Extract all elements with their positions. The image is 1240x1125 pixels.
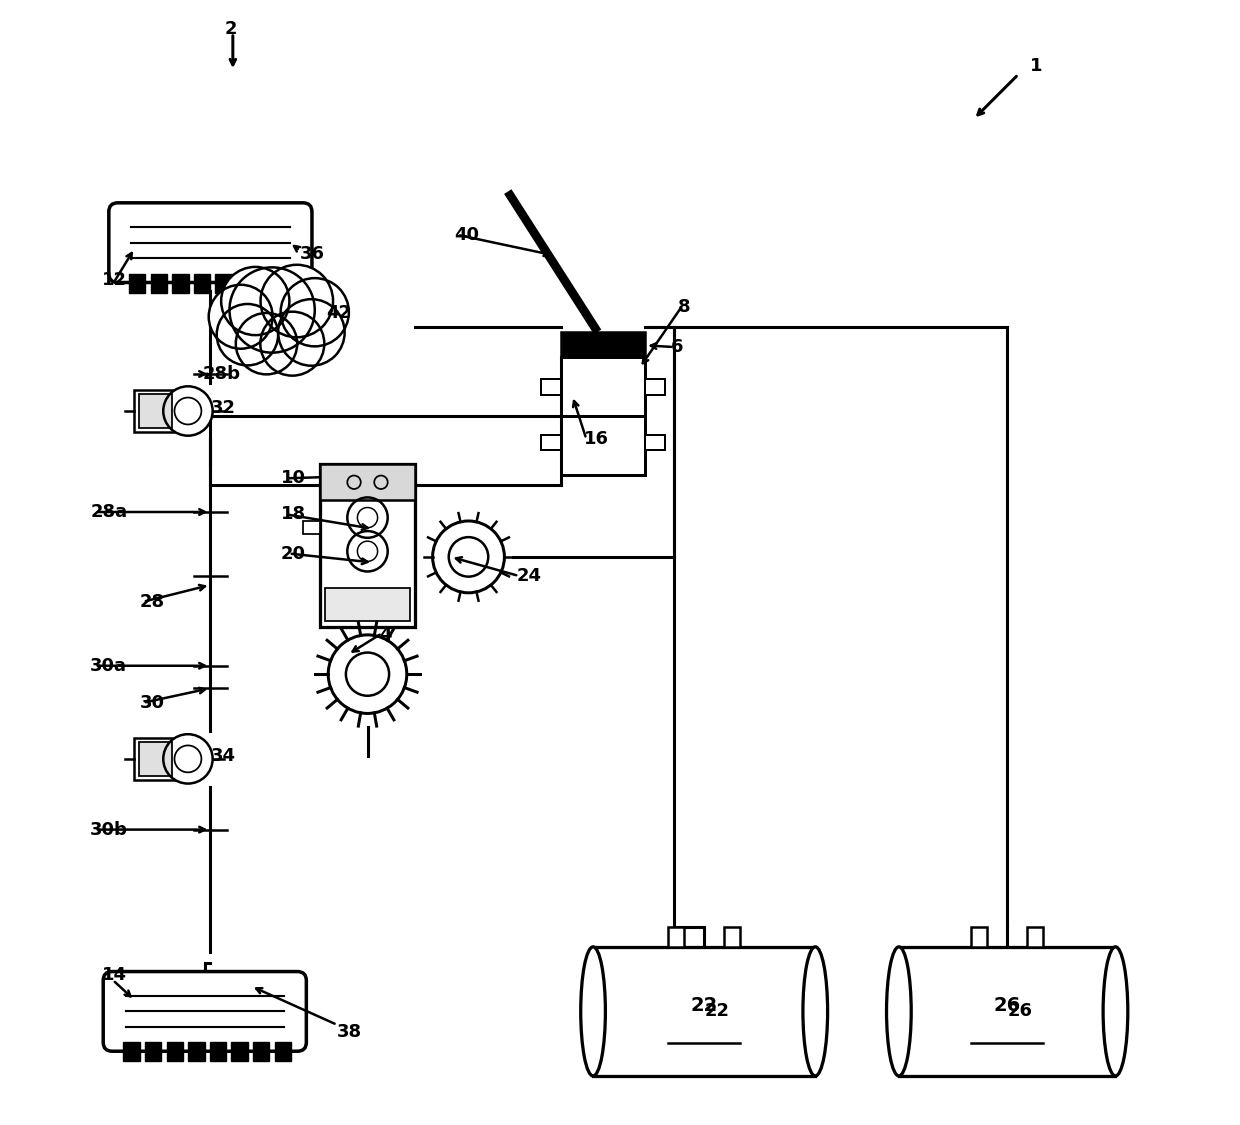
Text: 40: 40 — [454, 226, 479, 244]
Bar — [593, 947, 815, 1076]
Circle shape — [433, 521, 505, 593]
Ellipse shape — [804, 947, 827, 1076]
Text: 28: 28 — [140, 593, 165, 611]
Ellipse shape — [887, 947, 911, 1076]
Bar — [645, 379, 666, 395]
Text: 4: 4 — [378, 627, 392, 645]
Text: 22: 22 — [704, 1002, 729, 1020]
Bar — [645, 434, 666, 450]
Bar — [274, 1042, 291, 1061]
Bar — [139, 394, 172, 428]
Bar — [724, 927, 740, 947]
Text: 20: 20 — [281, 544, 306, 562]
Ellipse shape — [1104, 947, 1128, 1076]
Bar — [237, 273, 253, 292]
Circle shape — [221, 267, 289, 335]
Text: 36: 36 — [300, 245, 325, 263]
Text: 26: 26 — [993, 997, 1021, 1015]
Circle shape — [164, 386, 212, 435]
Bar — [560, 416, 645, 475]
Text: 24: 24 — [517, 567, 542, 585]
Bar — [320, 465, 415, 627]
Bar — [971, 927, 987, 947]
Circle shape — [280, 278, 348, 346]
Bar — [232, 1042, 248, 1061]
Bar — [129, 273, 145, 292]
Text: 1: 1 — [1029, 57, 1042, 75]
Text: 14: 14 — [102, 966, 126, 984]
Circle shape — [164, 735, 212, 784]
Bar — [150, 273, 167, 292]
Bar — [172, 273, 188, 292]
Text: 22: 22 — [691, 997, 718, 1015]
Bar — [541, 379, 560, 395]
Text: 18: 18 — [281, 505, 306, 523]
Bar — [216, 273, 232, 292]
Circle shape — [329, 634, 407, 713]
Bar — [124, 1042, 140, 1061]
Ellipse shape — [580, 947, 605, 1076]
Bar — [541, 434, 560, 450]
FancyBboxPatch shape — [109, 202, 312, 282]
Bar — [134, 738, 177, 781]
Text: 28b: 28b — [202, 364, 241, 382]
Circle shape — [229, 268, 315, 352]
Text: 2: 2 — [224, 20, 238, 38]
Bar — [320, 465, 415, 501]
Bar — [253, 1042, 269, 1061]
Text: 10: 10 — [281, 469, 306, 487]
Text: 28a: 28a — [91, 503, 128, 521]
Bar — [134, 389, 177, 432]
FancyBboxPatch shape — [103, 972, 306, 1051]
Bar — [166, 1042, 184, 1061]
Circle shape — [278, 299, 345, 366]
Bar — [1028, 927, 1043, 947]
Text: 8: 8 — [678, 298, 691, 316]
Bar — [560, 332, 645, 357]
Circle shape — [208, 285, 273, 349]
Bar — [899, 947, 1116, 1076]
Text: 30b: 30b — [91, 820, 128, 838]
Bar — [325, 587, 409, 621]
Bar — [280, 273, 296, 292]
Text: 42: 42 — [326, 305, 351, 323]
Bar — [188, 1042, 205, 1061]
Text: 6: 6 — [671, 338, 683, 356]
Text: 34: 34 — [211, 747, 236, 765]
Text: 30: 30 — [140, 694, 165, 712]
Bar — [560, 357, 645, 416]
Bar — [259, 273, 275, 292]
Bar — [210, 1042, 226, 1061]
Text: 32: 32 — [211, 398, 236, 416]
Text: 12: 12 — [102, 271, 126, 289]
Circle shape — [236, 313, 298, 375]
Text: 16: 16 — [584, 430, 609, 448]
Bar — [145, 1042, 161, 1061]
Bar — [193, 273, 211, 292]
Circle shape — [217, 304, 278, 366]
Bar — [303, 521, 320, 534]
Circle shape — [260, 264, 334, 338]
Circle shape — [260, 312, 325, 376]
Text: 26: 26 — [1007, 1002, 1032, 1020]
Bar — [139, 742, 172, 776]
Bar — [668, 927, 684, 947]
Text: 30a: 30a — [91, 657, 128, 675]
Text: 38: 38 — [337, 1023, 362, 1041]
